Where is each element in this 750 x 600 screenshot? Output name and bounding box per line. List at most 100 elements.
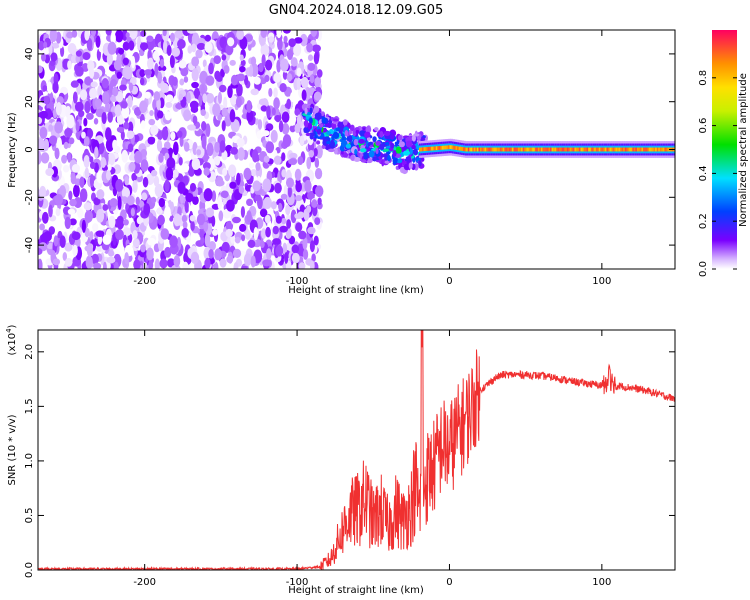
spectrogram-noise-cell — [162, 40, 168, 54]
spectrogram-noise-cell — [183, 109, 192, 122]
spectrogram-noise-cell — [43, 41, 48, 49]
spectrogram-noise-cell — [191, 68, 199, 82]
spectrogram-noise-cell — [283, 35, 288, 43]
spectrogram-noise-cell — [39, 126, 48, 139]
spectrogram-noise-cell — [150, 169, 158, 177]
spectrogram-noise-cell — [146, 247, 154, 261]
spectrogram-onset-cell — [358, 138, 365, 144]
spectrogram-carrier-cell — [443, 145, 446, 150]
spectrogram-noise-cell — [239, 66, 246, 73]
spectrogram-noise-cell — [132, 230, 138, 240]
spectrogram-carrier-cell — [554, 147, 557, 152]
spectrogram-noise-cell — [239, 54, 244, 62]
spectrogram-noise-cell — [94, 98, 102, 108]
spectrogram-noise-cell — [144, 69, 153, 76]
spectrogram-noise-cell — [121, 30, 128, 41]
spectrogram-carrier-cell — [476, 147, 480, 152]
spectrogram-noise-cell — [53, 235, 59, 247]
spectrogram-noise-cell — [230, 74, 239, 86]
spectrogram-noise-cell — [107, 250, 115, 257]
spectrogram-noise-cell — [273, 155, 282, 165]
spectrogram-noise-cell — [64, 242, 73, 252]
spectrogram-noise-cell — [257, 119, 263, 130]
spectrogram-carrier-cell — [455, 146, 458, 150]
spectrogram-noise-cell — [64, 127, 73, 138]
spectrogram-carrier-cell — [642, 147, 646, 152]
spectrogram-noise-cell — [281, 169, 287, 178]
spectrogram-noise-cell — [206, 92, 215, 104]
snr-ylabel: SNR (10 * v/v) — [7, 414, 18, 485]
spectrogram-noise-cell — [252, 180, 261, 192]
snr-frame — [37, 329, 676, 571]
spectrogram-noise-cell — [225, 43, 234, 56]
spectrogram-noise-cell — [94, 146, 99, 159]
spectrogram-onset-cell — [355, 129, 360, 135]
spectrogram-onset-cell — [420, 156, 425, 162]
spectrogram-carrier-cell — [519, 147, 522, 152]
spectrogram-noise-cell — [97, 234, 103, 245]
spectrogram-carrier-cell — [539, 147, 542, 152]
spectrogram-carrier-cell — [629, 147, 632, 152]
spectrogram-noise-cell — [126, 195, 135, 206]
spectrogram-noise-cell — [281, 152, 286, 162]
spectrogram-noise-cell — [274, 114, 282, 122]
spectrogram-noise-cell — [118, 47, 125, 55]
spectrogram-ytick-label: 40 — [24, 48, 35, 61]
spectrogram-carrier-cell — [592, 147, 595, 152]
spectrogram-noise-cell — [101, 91, 110, 105]
snr-ytick-label: 2.0 — [24, 344, 35, 360]
spectrogram-onset-cell — [308, 117, 313, 124]
spectrogram-onset-cell — [327, 148, 335, 153]
spectrogram-onset-cell — [353, 139, 358, 146]
spectrogram-noise-cell — [183, 141, 190, 152]
spectrogram-onset-cell — [379, 143, 385, 151]
spectrogram-onset-cell — [332, 131, 340, 139]
spectrogram-noise-cell — [163, 141, 171, 150]
snr-xtick-label: -100 — [286, 577, 309, 588]
spectrogram-noise-cell — [122, 41, 130, 51]
spectrogram-noise-cell — [39, 185, 47, 199]
spectrogram-carrier-cell — [609, 147, 612, 152]
spectrogram-noise-cell — [279, 82, 287, 93]
spectrogram-noise-cell — [64, 216, 72, 230]
spectrogram-carrier-cell — [618, 147, 621, 152]
spectrogram-noise-cell — [48, 124, 54, 132]
spectrogram-noise-cell — [124, 252, 129, 265]
spectrogram-noise-cell — [169, 54, 175, 69]
spectrogram-noise-cell — [234, 236, 241, 244]
spectrogram-noise-cell — [229, 181, 237, 189]
spectrogram-carrier-cell — [530, 147, 533, 152]
spectrogram-carrier-cell — [580, 147, 583, 152]
spectrogram-noise-cell — [139, 50, 145, 57]
spectrogram-noise-cell — [121, 187, 131, 199]
spectrogram-noise-cell — [43, 231, 52, 242]
spectrogram-onset-cell — [303, 119, 309, 128]
spectrogram-noise-cell — [102, 261, 107, 269]
spectrogram-noise-cell — [260, 228, 267, 239]
spectrogram-noise-cell — [112, 86, 119, 97]
spectrogram-carrier-cell — [423, 147, 426, 152]
svg-text:(x104): (x104) — [5, 324, 18, 355]
spectrogram-noise-cell — [313, 235, 319, 246]
spectrogram-carrier-cell — [578, 147, 582, 152]
spectrogram-noise-cell — [52, 81, 59, 94]
spectrogram-noise-cell — [147, 57, 154, 70]
spectrogram-noise-cell — [218, 210, 224, 222]
spectrogram-noise-cell — [135, 196, 140, 206]
spectrogram-noise-cell — [128, 154, 135, 161]
spectrogram-carrier-cell — [458, 146, 461, 151]
spectrogram-noise-cell — [248, 162, 255, 169]
spectrogram-noise-cell — [306, 42, 313, 53]
colorbar-label: Normalized spectral amplitude — [738, 73, 749, 227]
spectrogram-noise-cell — [43, 95, 50, 105]
spectrogram-carrier-cell — [626, 147, 629, 152]
spectrogram-carrier-cell — [614, 147, 617, 152]
spectrogram-carrier-cell — [533, 147, 536, 152]
spectrogram-noise-cell — [93, 118, 99, 125]
spectrogram-carrier-cell — [461, 147, 464, 151]
spectrogram-noise-cell — [139, 77, 145, 86]
spectrogram-noise-cell — [270, 201, 277, 210]
spectrogram-noise-cell — [147, 137, 156, 145]
colorbar-tick-label: 0.8 — [698, 70, 709, 86]
spectrogram-onset-cell — [374, 127, 379, 131]
